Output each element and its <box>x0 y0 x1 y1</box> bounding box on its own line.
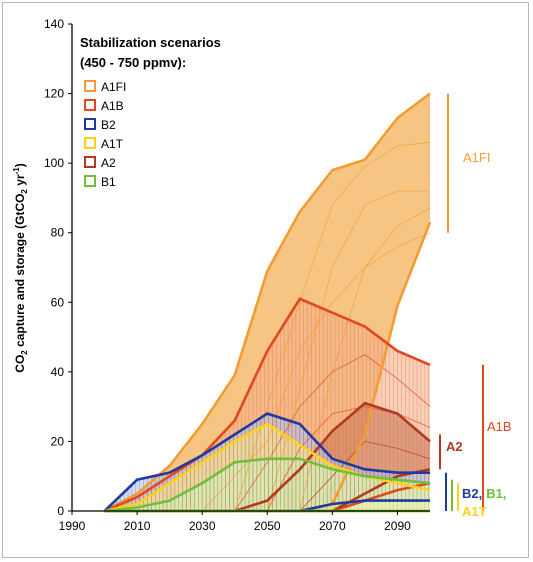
upper-bound-b2 <box>103 412 430 512</box>
x-tick-label: 1990 <box>59 519 86 533</box>
y-tick-label: 120 <box>44 87 64 101</box>
legend: A1FI A1B B2 A1T A2 B1 <box>84 80 126 189</box>
x-tick-label: 2050 <box>254 519 281 533</box>
range-label-group: B2, B1, <box>462 486 507 501</box>
legend-swatch-a1b <box>84 99 96 111</box>
range-label-b1: B1 <box>486 486 503 501</box>
x-tick-label: 2030 <box>189 519 216 533</box>
range-label-a2: A2 <box>446 439 463 454</box>
y-ticks: 0 20 40 60 80 100 120 140 <box>44 17 72 518</box>
legend-subtitle: (450 - 750 ppmv): <box>80 55 186 70</box>
range-bars <box>439 93 484 511</box>
range-label-a1b: A1B <box>487 419 512 434</box>
scenario-line <box>299 440 431 512</box>
range-label-a1fi: A1FI <box>463 150 490 165</box>
y-tick-label: 40 <box>51 365 65 379</box>
chart-frame <box>2 2 529 558</box>
x-tick-label: 2010 <box>124 519 151 533</box>
legend-swatch-a1fi <box>84 80 96 92</box>
x-tick-label: 2070 <box>319 519 346 533</box>
upper-bound-a1b <box>103 297 431 513</box>
x-ticks: 1990 2010 2030 2050 2070 2090 <box>59 511 411 533</box>
legend-label-b2: B2 <box>101 118 116 132</box>
y-tick-label: 60 <box>51 295 65 309</box>
area-b1 <box>104 458 430 511</box>
scenario-line <box>234 141 431 512</box>
legend-title: Stabilization scenarios <box>80 35 221 50</box>
range-label-a1t: A1T <box>462 504 487 519</box>
y-tick-label: 140 <box>44 17 64 31</box>
range-label-b2: B2 <box>462 486 479 501</box>
legend-swatch-a2 <box>84 156 96 168</box>
legend-label-a2: A2 <box>101 156 116 170</box>
legend-swatch-b2 <box>84 118 96 130</box>
upper-bound-b1 <box>104 457 431 513</box>
legend-label-a1fi: A1FI <box>101 80 126 94</box>
scenario-line <box>234 354 431 512</box>
legend-label-a1b: A1B <box>101 99 124 113</box>
y-tick-label: 20 <box>51 434 65 448</box>
y-tick-label: 100 <box>44 156 64 170</box>
y-axis-label: CO2 capture and storage (GtCO2 yr-1) <box>12 163 29 372</box>
legend-swatch-b1 <box>84 175 96 187</box>
y-tick-label: 80 <box>51 226 65 240</box>
x-tick-label: 2090 <box>384 519 411 533</box>
scenario-line <box>201 232 431 512</box>
y-tick-label: 0 <box>57 504 64 518</box>
legend-label-b1: B1 <box>101 175 116 189</box>
legend-swatch-a1t <box>84 137 96 149</box>
legend-label-a1t: A1T <box>101 137 124 151</box>
scenario-line <box>266 190 430 512</box>
